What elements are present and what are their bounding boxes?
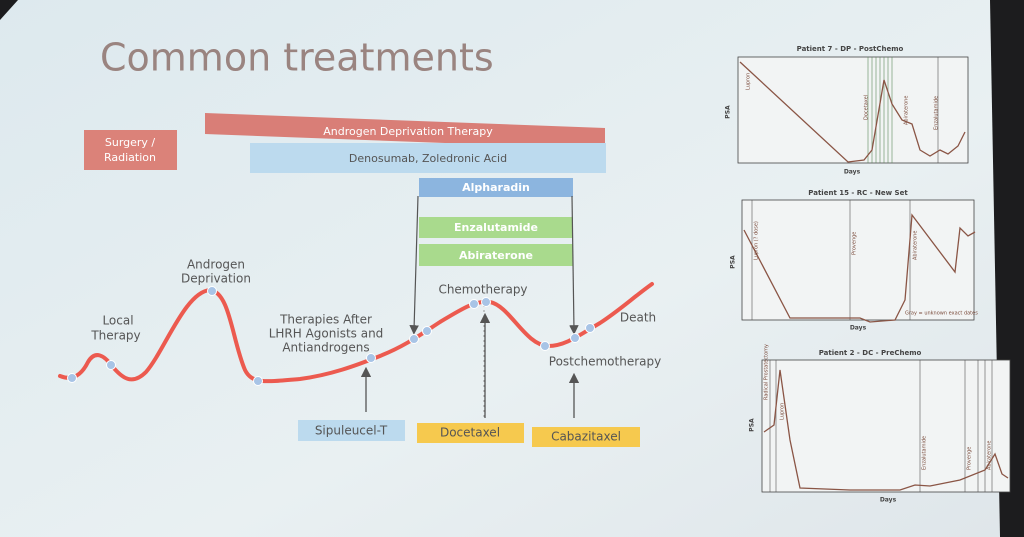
therapy-bar <box>84 130 177 170</box>
annotation: Enzalutamide <box>922 436 928 470</box>
axis-label: PSA <box>730 255 737 269</box>
therapy-bar <box>419 178 573 197</box>
curve-label: Therapies After <box>279 313 372 327</box>
axis-label: Days <box>844 169 861 176</box>
therapy-bar <box>419 244 573 266</box>
drug-box <box>417 423 524 443</box>
panel-title: Patient 2 - DC - PreChemo <box>819 349 922 357</box>
curve-label: Androgen <box>187 258 245 272</box>
annotation: Lupron (? dose) <box>754 221 760 260</box>
curve-label: Local <box>102 314 133 328</box>
curve-dots <box>67 286 595 386</box>
therapy-bar <box>419 217 573 238</box>
curve-label: Deprivation <box>181 272 251 286</box>
annotation: Abiraterone <box>987 441 993 470</box>
drug-label: Sipuleucel-T <box>315 424 388 438</box>
drug-label: Cabazitaxel <box>551 430 621 444</box>
curve-label: Postchemotherapy <box>549 355 661 369</box>
curve-label: Therapy <box>90 329 140 343</box>
arrow <box>409 195 419 335</box>
panel-frame <box>741 199 975 321</box>
drug-box <box>532 427 640 447</box>
panel-frame <box>737 56 969 164</box>
slide-title: Common treatments <box>100 36 494 80</box>
annotation: Abiraterone <box>904 96 910 125</box>
psa-line <box>743 213 976 323</box>
drug-box <box>298 420 405 441</box>
axis-label: PSA <box>749 418 756 432</box>
bar-label: Denosumab, Zoledronic Acid <box>349 152 507 165</box>
curve-label: Antiandrogens <box>282 341 369 355</box>
annotation: Lupron <box>746 73 752 90</box>
event-lines <box>751 200 911 320</box>
axis-label: Days <box>850 325 867 332</box>
curve-label: LHRH Agonists and <box>269 327 384 341</box>
annotation: Docetaxel <box>864 95 870 120</box>
therapy-bar <box>250 143 606 173</box>
curve-label: Death <box>620 311 656 325</box>
panel-frame <box>761 359 1011 493</box>
psa-line <box>739 61 966 163</box>
annotation: Gray = unknown exact dates <box>905 311 978 317</box>
annotation: Provenge <box>852 232 858 255</box>
bar-label: Alpharadin <box>462 181 530 194</box>
bar-label: Enzalutamide <box>454 221 538 234</box>
psa-line <box>763 369 1009 491</box>
bar-label: Surgery / <box>105 136 156 149</box>
annotation: Provenge <box>967 447 973 470</box>
annotation: Lupron <box>780 403 786 420</box>
curve-label: Chemotherapy <box>438 283 527 297</box>
bar-label: Androgen Deprivation Therapy <box>323 125 493 138</box>
panel-title: Patient 15 - RC - New Set <box>808 189 908 197</box>
therapy-bar <box>205 113 605 149</box>
event-lines <box>769 360 993 492</box>
bar-label: Abiraterone <box>459 249 533 262</box>
annotation: Abiraterone <box>913 231 919 260</box>
bar-label: Radiation <box>104 151 156 164</box>
annotation: Radical Prostatectomy <box>764 344 770 400</box>
event-lines <box>867 57 939 163</box>
drug-label: Docetaxel <box>440 426 500 440</box>
annotation: Enzalutamide <box>934 96 940 130</box>
axis-label: Days <box>880 497 897 504</box>
axis-label: PSA <box>725 105 732 119</box>
panel-title: Patient 7 - DP - PostChemo <box>797 45 904 53</box>
arrow <box>569 195 579 335</box>
